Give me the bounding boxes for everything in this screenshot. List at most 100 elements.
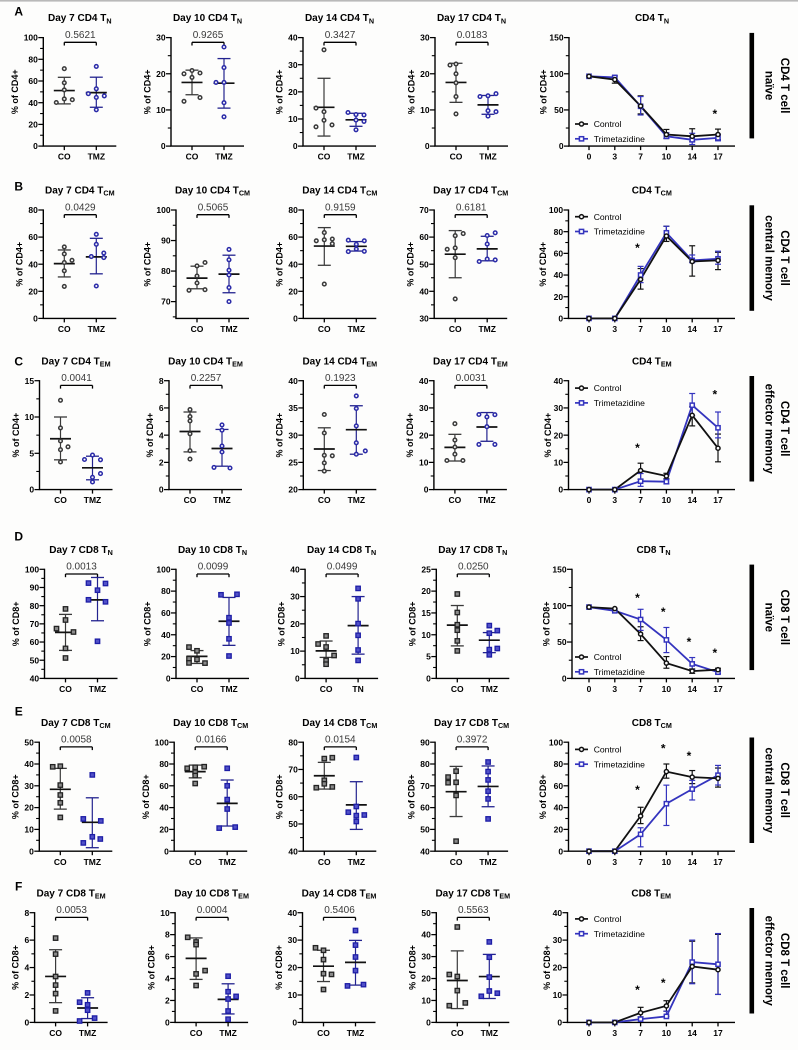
svg-text:90: 90	[30, 583, 40, 593]
svg-text:30: 30	[554, 403, 564, 413]
svg-text:B: B	[14, 179, 23, 193]
svg-text:CO: CO	[318, 495, 331, 505]
svg-text:7: 7	[638, 495, 643, 505]
svg-text:0.3972: 0.3972	[457, 735, 488, 746]
svg-text:20: 20	[288, 963, 298, 973]
svg-text:6: 6	[165, 952, 170, 962]
svg-text:40: 40	[420, 846, 430, 856]
svg-text:% of CD4+: % of CD4+	[15, 242, 25, 287]
svg-text:0: 0	[587, 857, 592, 867]
svg-text:central memory: central memory	[763, 747, 775, 833]
svg-text:20: 20	[553, 963, 563, 973]
svg-text:CO: CO	[450, 152, 463, 162]
svg-text:2: 2	[159, 458, 164, 468]
svg-text:6: 6	[159, 403, 164, 413]
svg-text:0.0099: 0.0099	[198, 562, 229, 573]
svg-text:0.9265: 0.9265	[193, 30, 224, 41]
svg-text:40: 40	[288, 33, 298, 43]
svg-text:70: 70	[30, 619, 40, 629]
svg-text:0: 0	[424, 485, 429, 495]
svg-text:Control: Control	[594, 914, 622, 924]
svg-text:*: *	[661, 742, 666, 756]
svg-text:CO: CO	[318, 152, 331, 162]
svg-text:Day 17 CD4 TEM: Day 17 CD4 TEM	[433, 356, 508, 368]
svg-text:CD4 T cell: CD4 T cell	[778, 58, 790, 114]
svg-text:60: 60	[28, 232, 38, 242]
svg-text:20: 20	[290, 619, 300, 629]
svg-text:40: 40	[419, 376, 429, 386]
svg-text:CO: CO	[449, 495, 462, 505]
svg-text:CO: CO	[58, 324, 71, 334]
svg-text:8: 8	[165, 930, 170, 940]
svg-text:% of CD4+: % of CD4+	[405, 413, 415, 458]
svg-text:20: 20	[156, 69, 166, 79]
svg-text:3: 3	[612, 684, 617, 694]
svg-text:3: 3	[612, 152, 617, 162]
svg-text:*: *	[661, 976, 666, 990]
svg-text:40: 40	[161, 630, 171, 640]
svg-text:10: 10	[662, 495, 672, 505]
svg-text:Day 7 CD8 TCM: Day 7 CD8 TCM	[41, 718, 111, 730]
svg-text:80: 80	[28, 54, 38, 64]
svg-text:CD4 TCM: CD4 TCM	[632, 186, 672, 198]
svg-text:0.0166: 0.0166	[196, 735, 227, 746]
svg-text:Day 7 CD4 TN: Day 7 CD4 TN	[48, 13, 112, 25]
svg-text:% of CD4+: % of CD4+	[539, 69, 549, 114]
svg-text:*: *	[687, 635, 692, 649]
svg-text:10: 10	[421, 996, 431, 1006]
svg-text:150: 150	[549, 33, 563, 43]
svg-text:Trimetazidine: Trimetazidine	[594, 929, 645, 939]
svg-text:150: 150	[552, 564, 566, 574]
svg-text:% of CD8+: % of CD8+	[538, 774, 548, 819]
svg-text:Control: Control	[594, 652, 622, 662]
svg-text:0: 0	[587, 324, 592, 334]
svg-text:CD8 TN: CD8 TN	[636, 545, 670, 557]
svg-text:CO: CO	[190, 1028, 203, 1038]
svg-text:CO: CO	[318, 324, 331, 334]
svg-text:CO: CO	[449, 324, 462, 334]
svg-text:% of CD8+: % of CD8+	[275, 774, 285, 819]
svg-text:D: D	[14, 529, 23, 543]
svg-text:TMZ: TMZ	[79, 1028, 96, 1038]
svg-text:10: 10	[662, 857, 672, 867]
svg-text:% of CD4+: % of CD4+	[142, 69, 152, 114]
svg-text:Trimetazidine: Trimetazidine	[594, 227, 645, 237]
svg-text:100: 100	[156, 205, 170, 215]
svg-text:60: 60	[419, 232, 429, 242]
svg-text:TMZ: TMZ	[347, 1028, 364, 1038]
svg-text:% of CD8+: % of CD8+	[408, 945, 418, 990]
svg-text:TMZ: TMZ	[218, 857, 235, 867]
svg-text:50: 50	[419, 259, 429, 269]
svg-text:60: 60	[554, 781, 564, 791]
svg-text:TMZ: TMZ	[347, 152, 364, 162]
svg-text:30: 30	[288, 430, 298, 440]
svg-text:% of CD8+: % of CD8+	[11, 602, 21, 647]
svg-text:6: 6	[24, 935, 29, 945]
svg-text:30: 30	[420, 33, 430, 43]
svg-text:20: 20	[554, 430, 564, 440]
svg-text:60: 60	[159, 781, 169, 791]
svg-text:0.5065: 0.5065	[198, 202, 229, 213]
svg-text:Day 10 CD4 TEM: Day 10 CD4 TEM	[168, 356, 243, 368]
svg-text:17: 17	[713, 684, 723, 694]
svg-text:TMZ: TMZ	[213, 495, 230, 505]
svg-text:0.0499: 0.0499	[327, 562, 358, 573]
svg-text:E: E	[15, 704, 23, 718]
svg-text:CO: CO	[186, 152, 199, 162]
svg-text:100: 100	[549, 737, 563, 747]
svg-text:0: 0	[587, 152, 592, 162]
svg-text:7: 7	[638, 857, 643, 867]
svg-text:0: 0	[559, 141, 564, 151]
svg-text:100: 100	[156, 564, 170, 574]
svg-text:40: 40	[288, 846, 298, 856]
svg-text:% of CD8+: % of CD8+	[141, 774, 151, 819]
svg-text:CD8 T cell: CD8 T cell	[778, 589, 790, 645]
svg-text:10: 10	[553, 990, 563, 1000]
svg-text:0.0053: 0.0053	[56, 905, 87, 916]
svg-text:17: 17	[713, 152, 723, 162]
svg-text:TMZ: TMZ	[481, 684, 498, 694]
svg-text:60: 60	[288, 232, 298, 242]
svg-text:7: 7	[638, 324, 643, 334]
svg-text:0.0154: 0.0154	[325, 735, 356, 746]
svg-text:14: 14	[687, 857, 697, 867]
